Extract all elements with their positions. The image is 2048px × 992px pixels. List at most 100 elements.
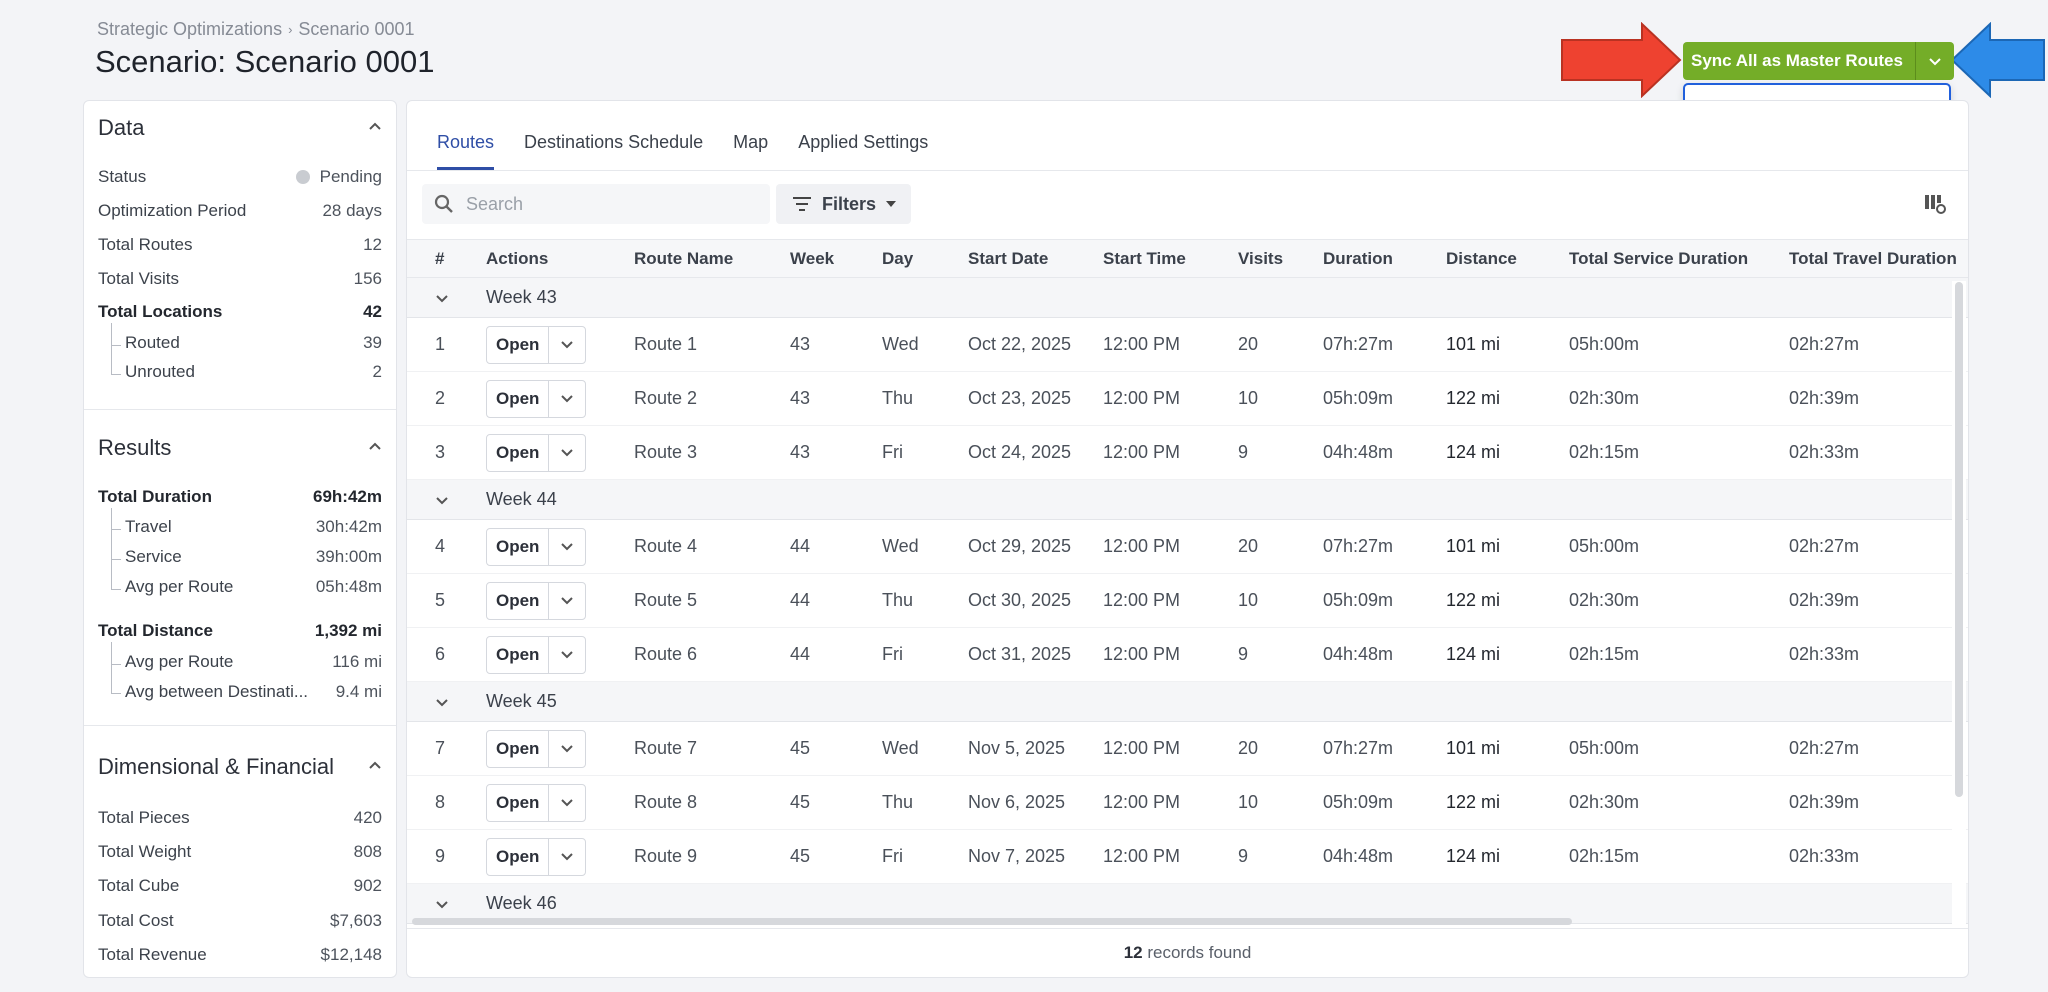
travel-duration-cell: 02h:27m	[1789, 317, 1968, 372]
table-row[interactable]: 2 Open Route 2 43 Thu Oct 23, 2025 12:00 PM 10 0…	[407, 371, 1968, 426]
travel-duration-cell: 02h:27m	[1789, 721, 1968, 776]
filters-button[interactable]: Filters	[776, 184, 911, 224]
group-toggle[interactable]	[407, 479, 486, 520]
table-row[interactable]: 8 Open Route 8 45 Thu Nov 6, 2025 12:00 PM 10 05…	[407, 775, 1968, 830]
table-row[interactable]: 3 Open Route 3 43 Fri Oct 24, 2025 12:00 PM 9 04…	[407, 425, 1968, 480]
route-actions-toggle[interactable]	[549, 839, 585, 875]
horizontal-scrollbar[interactable]	[412, 918, 1572, 925]
column-header[interactable]: Route Name	[634, 239, 790, 278]
day-cell: Wed	[882, 721, 968, 776]
service-duration-cell: 02h:15m	[1569, 627, 1789, 682]
visits-cell: 20	[1238, 721, 1323, 776]
open-route-button[interactable]: Open	[487, 380, 550, 417]
week-cell: 43	[790, 371, 882, 426]
open-route-button[interactable]: Open	[487, 730, 550, 767]
vertical-scrollbar[interactable]	[1955, 282, 1963, 797]
data-section-title: Data	[98, 115, 145, 140]
column-header[interactable]: Week	[790, 239, 882, 278]
breadcrumb-parent-link[interactable]: Strategic Optimizations	[97, 19, 283, 39]
status-row: Status Pending	[98, 167, 382, 186]
chevron-up-icon[interactable]	[368, 758, 382, 772]
column-header[interactable]: Total Travel Duration	[1789, 239, 1968, 278]
open-route-button[interactable]: Open	[487, 582, 550, 619]
tab-map[interactable]: Map	[733, 132, 769, 152]
routed-row: Routed 39	[125, 333, 382, 352]
column-header[interactable]: Duration	[1323, 239, 1446, 278]
tab-destinations-schedule[interactable]: Destinations Schedule	[524, 132, 704, 152]
route-name: Route 3	[634, 425, 790, 480]
table-row[interactable]: 4 Open Route 4 44 Wed Oct 29, 2025 12:00 PM 20 0…	[407, 519, 1968, 574]
table-row[interactable]: 7 Open Route 7 45 Wed Nov 5, 2025 12:00 PM 20 07…	[407, 721, 1968, 776]
group-toggle[interactable]	[407, 277, 486, 318]
service-duration-cell: 05h:00m	[1569, 317, 1789, 372]
locations-row: Total Locations 42	[98, 302, 382, 321]
column-header[interactable]: Start Time	[1103, 239, 1238, 278]
actions-cell: Open	[486, 775, 634, 830]
sync-master-routes-button[interactable]: Sync All as Master Routes	[1683, 42, 1916, 80]
route-actions-toggle[interactable]	[549, 785, 585, 821]
route-actions-toggle[interactable]	[549, 637, 585, 673]
distance-cell: 101 mi	[1446, 721, 1569, 776]
route-actions-toggle[interactable]	[549, 731, 585, 767]
table-row[interactable]: 9 Open Route 9 45 Fri Nov 7, 2025 12:00 PM 9 04h…	[407, 829, 1968, 884]
travel-duration-cell: 02h:39m	[1789, 775, 1968, 830]
route-actions-toggle[interactable]	[549, 583, 585, 619]
column-header: Actions	[486, 239, 634, 278]
route-actions-toggle[interactable]	[549, 529, 585, 565]
tab-applied-settings[interactable]: Applied Settings	[798, 132, 929, 152]
sync-options-toggle[interactable]	[1915, 42, 1954, 80]
service-duration-cell: 05h:00m	[1569, 721, 1789, 776]
table-row[interactable]: 5 Open Route 5 44 Thu Oct 30, 2025 12:00 PM 10 0…	[407, 573, 1968, 628]
start-time-cell: 12:00 PM	[1103, 519, 1238, 574]
open-route-button[interactable]: Open	[487, 326, 550, 363]
search-icon	[434, 194, 453, 213]
week-cell: 44	[790, 519, 882, 574]
column-header[interactable]: Distance	[1446, 239, 1569, 278]
open-route-button[interactable]: Open	[487, 636, 550, 673]
open-button-group: Open	[486, 325, 587, 364]
week-group-row[interactable]: Week 43	[407, 277, 1968, 318]
visits-cell: 9	[1238, 425, 1323, 480]
status-badge: Pending	[319, 167, 382, 186]
start-date-cell: Oct 24, 2025	[968, 425, 1103, 480]
open-route-button[interactable]: Open	[487, 784, 550, 821]
column-header[interactable]: #	[407, 239, 486, 278]
table-row[interactable]: 6 Open Route 6 44 Fri Oct 31, 2025 12:00 PM 9 04…	[407, 627, 1968, 682]
open-route-button[interactable]: Open	[487, 528, 550, 565]
chevron-up-icon[interactable]	[368, 439, 382, 453]
table-row[interactable]: 1 Open Route 1 43 Wed Oct 22, 2025 12:00 PM 20 0…	[407, 317, 1968, 372]
route-actions-toggle[interactable]	[549, 435, 585, 471]
open-route-button[interactable]: Open	[487, 434, 550, 471]
breadcrumb-separator-icon: ›	[288, 22, 293, 37]
week-group-row[interactable]: Week 45	[407, 681, 1968, 722]
chevron-up-icon[interactable]	[368, 119, 382, 133]
column-header[interactable]: Day	[882, 239, 968, 278]
column-header[interactable]: Start Date	[968, 239, 1103, 278]
week-group-row[interactable]: Week 44	[407, 479, 1968, 520]
group-toggle[interactable]	[407, 681, 486, 722]
day-cell: Fri	[882, 425, 968, 480]
open-route-button[interactable]: Open	[487, 838, 550, 875]
day-cell: Wed	[882, 317, 968, 372]
route-actions-toggle[interactable]	[549, 381, 585, 417]
duration-cell: 04h:48m	[1323, 829, 1446, 884]
visits-cell: 10	[1238, 371, 1323, 426]
travel-duration-cell: 02h:33m	[1789, 425, 1968, 480]
column-header[interactable]: Visits	[1238, 239, 1323, 278]
avg-between-row: Avg between Destinati... 9.4 mi	[125, 682, 382, 701]
visits-cell: 10	[1238, 573, 1323, 628]
day-cell: Thu	[882, 371, 968, 426]
row-number: 3	[407, 425, 486, 480]
start-date-cell: Oct 22, 2025	[968, 317, 1103, 372]
duration-cell: 05h:09m	[1323, 371, 1446, 426]
start-date-cell: Oct 30, 2025	[968, 573, 1103, 628]
route-actions-toggle[interactable]	[549, 327, 585, 363]
search-input[interactable]	[466, 193, 756, 215]
tab-routes[interactable]: Routes	[437, 101, 495, 170]
actions-cell: Open	[486, 573, 634, 628]
day-cell: Fri	[882, 627, 968, 682]
visits-cell: 20	[1238, 317, 1323, 372]
column-header[interactable]: Total Service Duration	[1569, 239, 1789, 278]
column-settings-icon[interactable]	[1924, 194, 1946, 214]
cost-row: Total Cost $7,603	[98, 911, 382, 930]
